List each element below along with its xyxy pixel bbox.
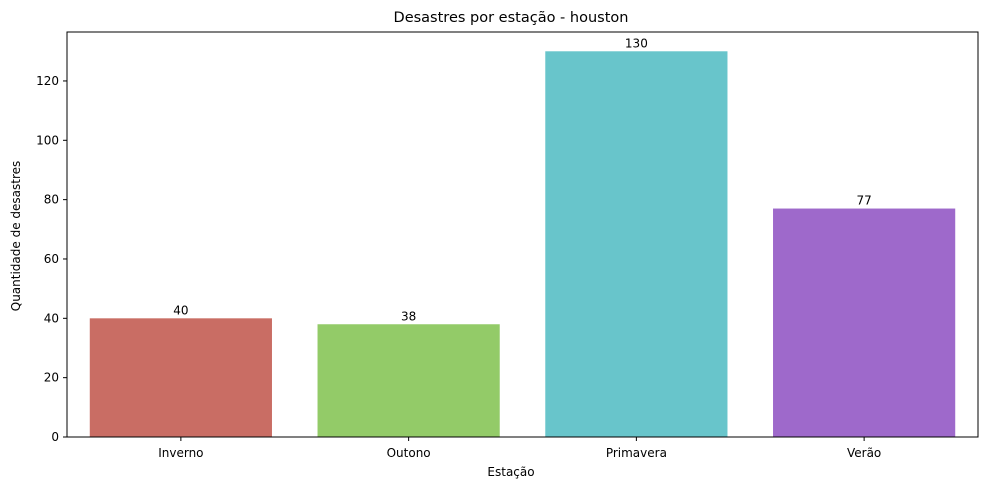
- y-tick-label: 40: [44, 311, 59, 325]
- bar-verão: [773, 208, 956, 437]
- chart-title: Desastres por estação - houston: [394, 10, 629, 26]
- y-tick-label: 60: [44, 252, 59, 266]
- x-tick-label: Primavera: [606, 446, 667, 460]
- y-tick-label: 80: [44, 193, 59, 207]
- data-label-outono: 38: [401, 309, 416, 323]
- data-label-primavera: 130: [625, 36, 648, 50]
- bars-group: [89, 51, 956, 438]
- y-tick-label: 120: [36, 74, 59, 88]
- plot-frame: [66, 31, 979, 438]
- x-tick-label: Inverno: [158, 446, 203, 460]
- x-tick-label: Verão: [847, 446, 881, 460]
- y-axis: 0 20 40 60 80 100 120: [36, 74, 67, 444]
- y-tick-label: 100: [36, 133, 59, 147]
- x-tick-label: Outono: [387, 446, 431, 460]
- y-axis-label: Quantidade de desastres: [9, 161, 23, 312]
- bar-outono: [317, 324, 500, 437]
- x-axis-label: Estação: [487, 465, 534, 479]
- y-tick-label: 0: [51, 430, 59, 444]
- y-tick-label: 20: [44, 371, 59, 385]
- bar-inverno: [89, 318, 272, 437]
- data-label-inverno: 40: [173, 303, 188, 317]
- data-label-verão: 77: [856, 194, 871, 208]
- data-labels-group: 40 38 130 77: [173, 36, 872, 323]
- x-axis: Inverno Outono Primavera Verão: [158, 437, 881, 460]
- bar-primavera: [545, 51, 728, 438]
